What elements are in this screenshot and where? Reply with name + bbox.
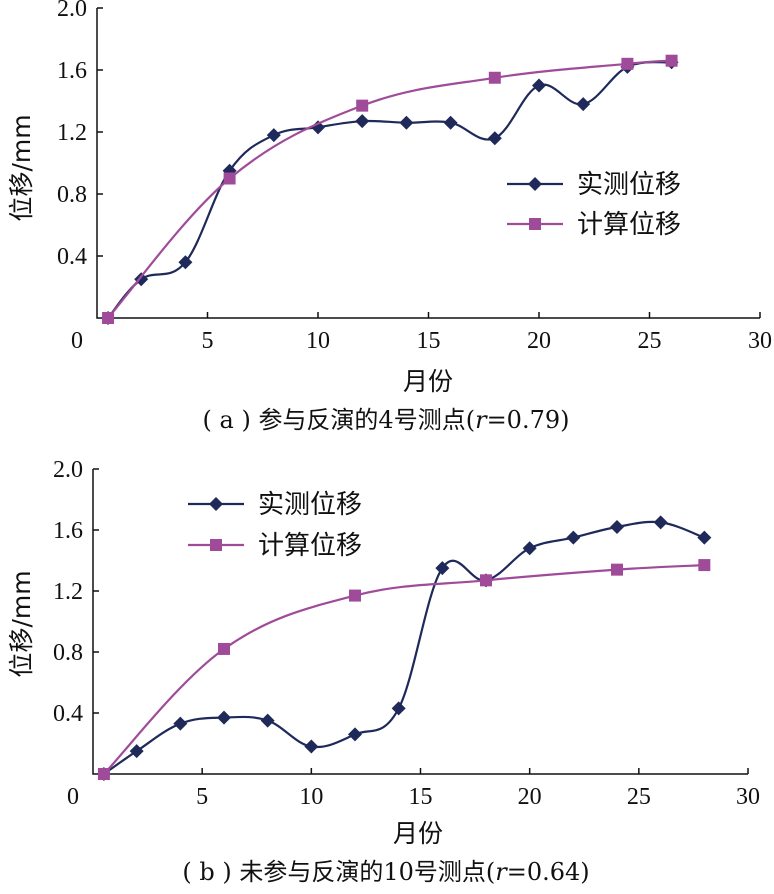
data-point-measured [487,131,502,146]
y-tick-label: 0.4 [53,701,83,727]
y-tick-label: 1.6 [53,518,83,544]
data-point-computed [97,768,110,780]
data-point-measured [391,701,406,716]
chart-b-y-ticks: 0.4 0.8 1.2 1.6 2.0 [53,457,99,727]
x-tick-label: 15 [409,784,433,810]
legend-label: 实测位移 [258,490,362,520]
legend-marker [210,539,222,551]
y-tick-label: 1.2 [53,579,83,605]
x-tick-label: 20 [527,328,551,354]
legend-marker [528,177,542,191]
chart-a-x-ticks: 0 5 10 15 20 25 30 [71,312,772,354]
legend-marker [529,218,541,230]
y-tick-label: 1.6 [57,58,87,84]
y-tick-label: 0.4 [57,244,87,270]
data-point-measured [532,78,546,93]
data-point-computed [480,574,492,587]
x-tick-label: 10 [299,784,323,810]
y-tick-label: 2.0 [57,0,87,22]
legend-label: 计算位移 [258,531,362,561]
chart-b-caption: ( b ) 未参与反演的10号测点(r=0.64) [182,858,589,886]
chart-a-y-label: 位移/mm [7,114,36,221]
chart-b-series [96,515,712,781]
data-point-computed [223,172,236,185]
y-tick-label: 0.8 [57,182,87,208]
data-point-measured [610,519,624,534]
data-point-measured [129,744,144,759]
data-point-measured [304,739,319,754]
chart-b-axes [92,469,748,775]
data-point-computed [356,99,369,112]
data-point-measured [522,541,537,556]
data-point-measured [355,114,370,129]
data-point-computed [698,559,711,572]
chart-b-x-label: 月份 [393,819,443,848]
chart-a-y-ticks: 0.4 0.8 1.2 1.6 2.0 [57,0,103,270]
data-point-computed [349,589,361,602]
data-point-measured [311,120,325,135]
series-line-measured [107,60,672,319]
data-point-measured [348,727,362,742]
x-tick-label: 30 [736,784,760,810]
data-point-computed [488,71,501,84]
chart-a-x-label: 月份 [403,367,453,396]
x-tick-label: 20 [518,784,542,810]
x-tick-label: 25 [627,784,651,810]
legend-label: 实测位移 [577,170,681,200]
x-tick-label: 25 [638,328,662,354]
data-point-measured [435,561,450,576]
x-tick-label: 30 [748,328,772,354]
data-point-measured [178,255,193,270]
series-line-measured [103,520,705,775]
x-tick-label: 5 [196,784,208,810]
data-point-measured [266,128,281,143]
data-point-measured [399,115,414,130]
chart-a-series [101,54,679,325]
legend-marker [209,497,223,511]
data-point-measured [134,272,149,287]
data-point-computed [218,642,230,655]
data-point-measured [260,713,275,728]
data-point-measured [173,716,188,731]
data-point-measured [566,530,581,545]
x-tick-label: 15 [417,328,441,354]
x-tick-label: 5 [202,328,214,354]
data-point-measured [576,97,591,112]
y-tick-label: 1.2 [57,120,87,146]
chart-b-y-label: 位移/mm [7,570,36,677]
x-tick-label: 0 [71,328,83,354]
data-point-computed [102,312,115,324]
legend-label: 计算位移 [577,210,681,240]
chart-b-x-ticks: 0 5 10 15 20 25 30 [67,768,760,810]
y-tick-label: 0.8 [53,640,83,666]
data-point-measured [443,115,458,130]
chart-a-axes [96,8,760,319]
data-point-computed [665,54,678,67]
series-line-computed [103,564,705,775]
y-tick-label: 2.0 [53,457,83,483]
chart-a-caption: ( a ) 参与反演的4号测点(r=0.79) [203,406,570,434]
x-tick-label: 0 [67,784,79,810]
data-point-measured [653,515,668,530]
data-point-measured [217,710,231,725]
x-tick-label: 10 [306,328,330,354]
data-point-computed [611,563,623,576]
data-point-measured [697,530,712,545]
data-point-computed [621,57,634,70]
